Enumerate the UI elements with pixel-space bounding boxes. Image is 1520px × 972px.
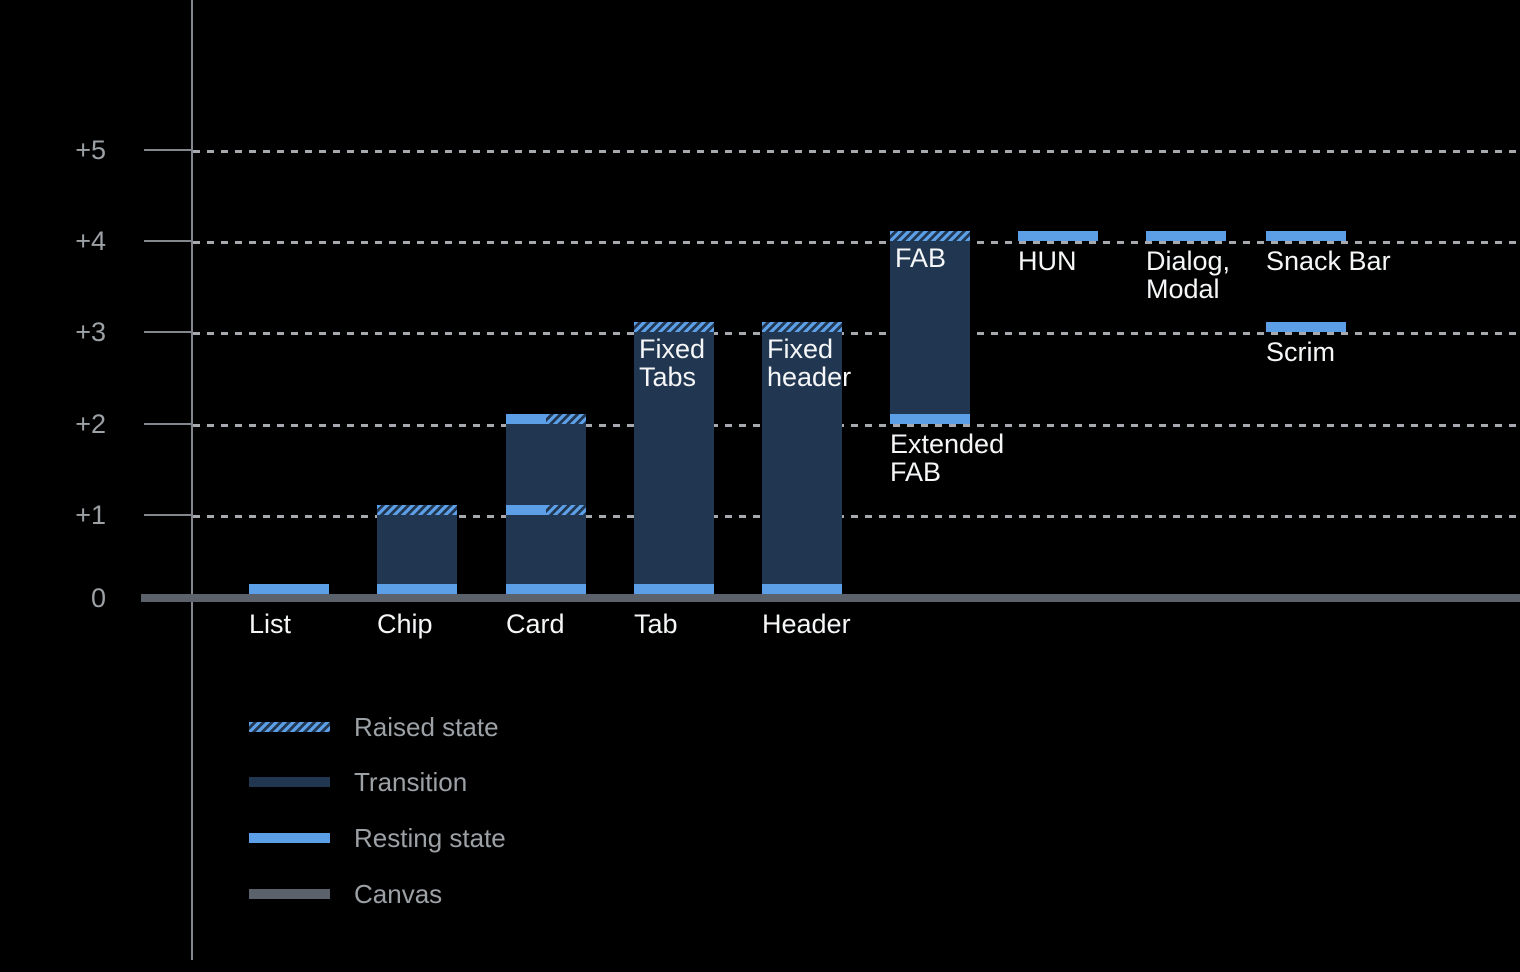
tick-plus-4 (144, 239, 193, 242)
y-tick-label: 0 (90, 583, 106, 613)
legend-swatch-transition (249, 777, 330, 787)
tick-plus-2 (144, 422, 193, 425)
bar-segment-transition (377, 505, 457, 594)
bar-below-label: Modal (1146, 273, 1220, 304)
bar-below-label: FAB (890, 456, 942, 487)
x-axis-label: Tab (634, 609, 678, 639)
bar-inside-label: Fixed (767, 334, 834, 365)
y-tick-label: +3 (75, 317, 106, 348)
bar-segment-resting (762, 584, 842, 594)
bar-inside-label: FAB (895, 242, 947, 273)
bar-segment-raised (634, 322, 714, 333)
bar-segment-transition (506, 413, 586, 594)
legend-label: Transition (354, 767, 468, 797)
bar-segment-resting (1146, 230, 1226, 241)
legend-swatch-raised (249, 722, 330, 732)
bar-segment-resting-half (506, 413, 546, 424)
y-tick-label: +1 (75, 500, 106, 531)
bar-segment-resting (634, 584, 714, 594)
bar-segment-resting (890, 413, 970, 424)
legend-label: Canvas (354, 879, 443, 909)
gridline-plus-2 (193, 423, 1520, 427)
x-axis-label: Header (762, 609, 851, 639)
x-axis-label: Chip (377, 609, 433, 639)
bar-segment-resting (377, 584, 457, 594)
bar-segment-resting (1266, 322, 1346, 333)
legend-swatch-resting (249, 833, 330, 843)
bar-segment-resting (249, 584, 329, 594)
legend-label: Resting state (354, 823, 506, 853)
bar-segment-transition (762, 322, 842, 594)
y-tick-label: +2 (75, 408, 106, 439)
gridline-plus-3 (193, 332, 1520, 336)
bar-below-label: Extended (890, 428, 1005, 459)
bar-segment-resting (1018, 230, 1098, 241)
bar-segment-raised (890, 230, 970, 241)
gridline-plus-4 (193, 240, 1520, 244)
bar-below-label: Dialog, (1146, 245, 1231, 276)
y-axis-line (191, 0, 193, 960)
bar-segment-raised-half (546, 505, 586, 516)
gridline-plus-5 (193, 149, 1520, 153)
bar-segment-resting-half (506, 505, 546, 516)
gridline-plus-1 (193, 515, 1520, 519)
tick-plus-1 (144, 514, 193, 517)
y-tick-label: +5 (75, 134, 106, 165)
bar-segment-resting (1266, 230, 1346, 241)
canvas-line (141, 594, 1520, 602)
bar-below-label: Scrim (1266, 337, 1335, 368)
bar-segment-raised (377, 505, 457, 516)
bar-below-label: HUN (1018, 245, 1077, 276)
y-tick-label: +4 (75, 225, 106, 256)
bar-below-label: Snack Bar (1266, 245, 1391, 276)
x-axis-label: List (249, 609, 292, 639)
legend-swatch-canvas (249, 889, 330, 899)
tick-plus-3 (144, 331, 193, 334)
legend-label: Raised state (354, 712, 499, 742)
bar-segment-resting (506, 584, 586, 594)
tick-plus-5 (144, 148, 193, 151)
bar-segment-transition (890, 230, 970, 424)
bar-inside-label: Fixed (639, 334, 706, 365)
bar-segment-raised (762, 322, 842, 333)
bar-segment-raised-half (546, 413, 586, 424)
bar-segment-transition (634, 322, 714, 594)
x-axis-label: Card (506, 609, 565, 639)
bar-inside-label: Tabs (639, 362, 697, 393)
bar-inside-label: header (767, 362, 852, 393)
